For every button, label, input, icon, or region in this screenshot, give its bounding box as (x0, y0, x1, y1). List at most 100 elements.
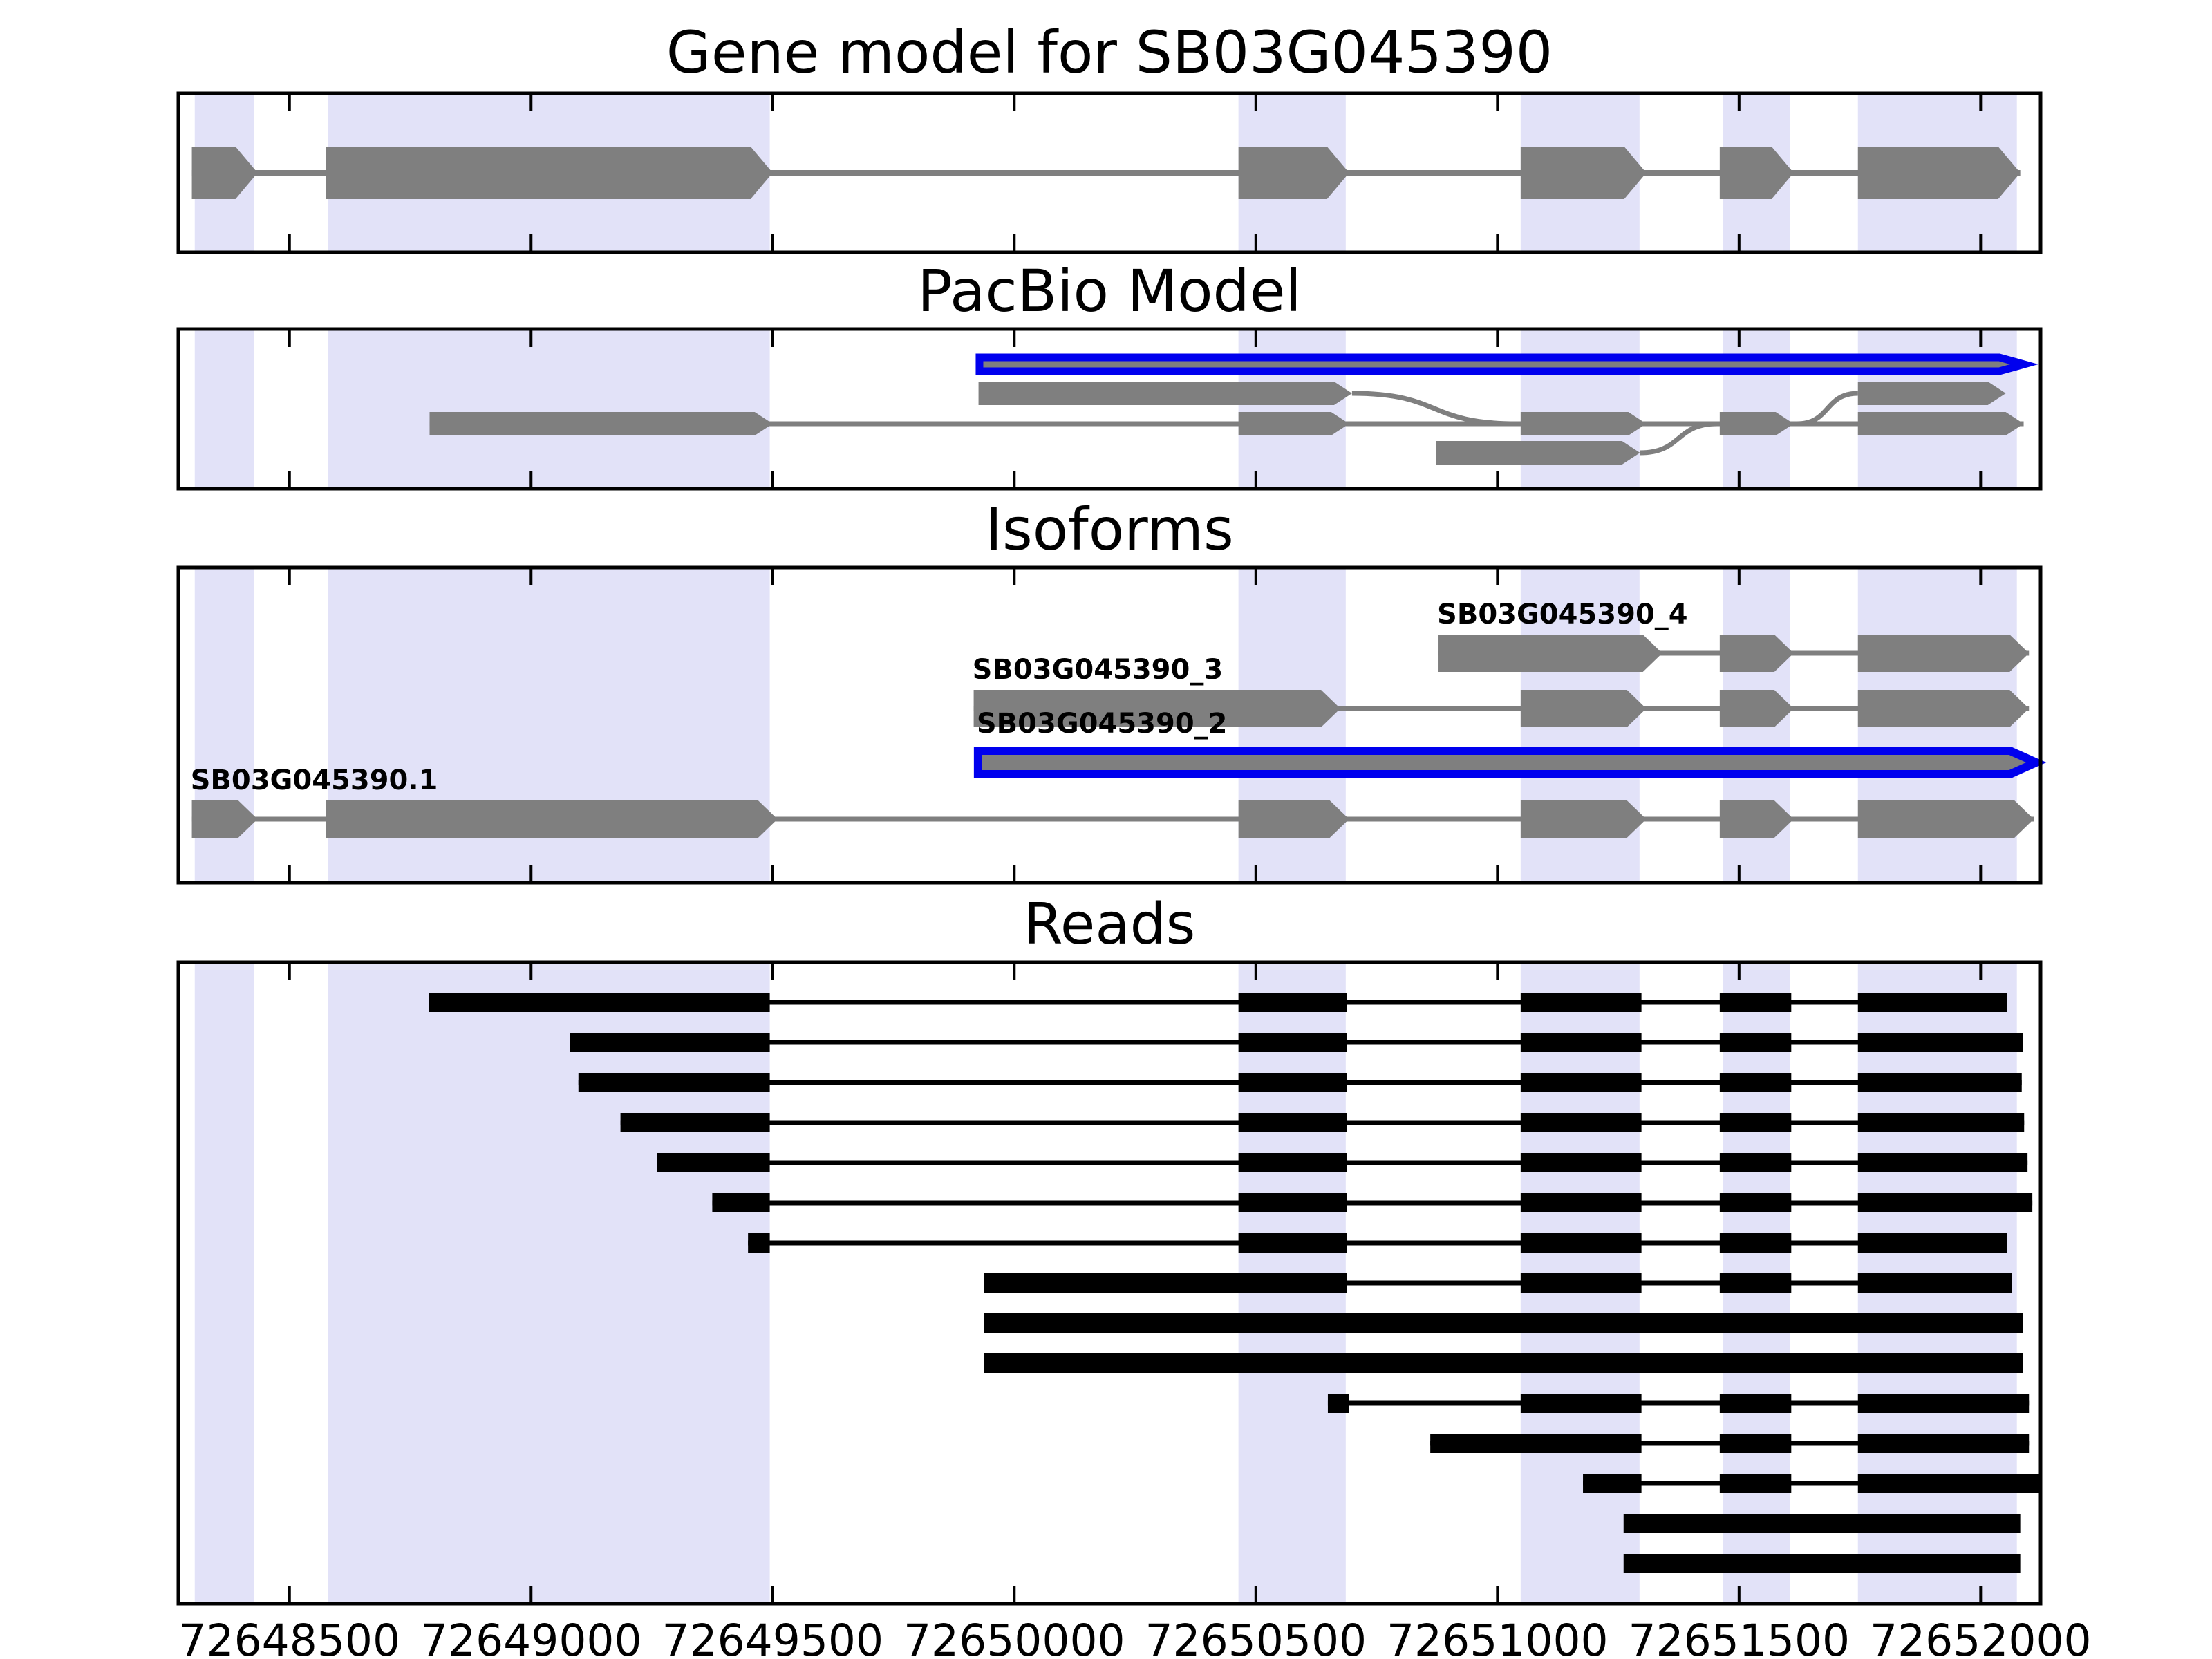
read-row (712, 1193, 2033, 1212)
gene-model-exon (1719, 147, 1794, 199)
pacbio-transcript-exon (429, 412, 773, 435)
figure-title: Gene model for SB03G045390 (666, 19, 1553, 86)
x-tick-label: 72651000 (1387, 1615, 1609, 1659)
read-block (1857, 1033, 2023, 1052)
read-block (1719, 1474, 1792, 1493)
read-row (570, 1033, 2023, 1052)
read-block (1520, 1273, 1642, 1293)
panel-isoforms (176, 565, 2047, 885)
read-block (1719, 1193, 1792, 1212)
exon-highlight-band (1238, 329, 1346, 489)
read-row (578, 1073, 2022, 1092)
x-tick-label: 72649500 (662, 1615, 883, 1659)
read-block (1719, 993, 1792, 1012)
exon-highlight-band (1520, 329, 1640, 489)
read-row (657, 1153, 2028, 1172)
isoform-label-SB03G045390_4: SB03G045390_4 (1437, 599, 1688, 630)
isoform-selected-exon (973, 747, 2047, 778)
isoform-exon (191, 800, 258, 838)
read-row (429, 993, 2007, 1012)
read-block (1238, 1153, 1347, 1172)
read-row (1623, 1554, 2021, 1573)
exon-highlight-band (1857, 329, 2017, 489)
x-tick-label: 72652000 (1870, 1615, 2092, 1659)
read-block (578, 1073, 770, 1092)
read-row (1327, 1394, 2030, 1413)
read-block (1520, 1073, 1642, 1092)
read-block (1857, 1073, 2022, 1092)
read-block (1520, 1394, 1642, 1413)
read-row (1583, 1474, 2041, 1493)
x-tick-label: 72650000 (903, 1615, 1125, 1659)
x-tick-label: 72649000 (420, 1615, 642, 1659)
isoform-exon (1719, 690, 1794, 727)
gene-model-exon (191, 147, 258, 199)
isoform-exon (1719, 800, 1794, 838)
read-block (1430, 1434, 1642, 1453)
read-block (748, 1233, 770, 1253)
read-block (1857, 1153, 2028, 1172)
read-block (1238, 1033, 1347, 1052)
read-row (984, 1313, 2023, 1333)
read-block (1583, 1474, 1642, 1493)
read-block (1719, 1073, 1792, 1092)
read-block (1327, 1394, 1349, 1413)
panel-pacbio-model (176, 327, 2043, 491)
pacbio-transcript-exon (978, 382, 1352, 405)
panel-frame (176, 327, 2043, 491)
read-row (620, 1113, 2025, 1132)
pacbio-transcript-exon (1436, 441, 1640, 465)
read-row (1430, 1434, 2030, 1453)
read-row (984, 1353, 2023, 1373)
read-block (1238, 1193, 1347, 1212)
isoform-exon (1438, 635, 1662, 672)
pacbio-transcript-exon (1857, 412, 2024, 435)
pacbio-transcript-exon (1719, 412, 1794, 435)
read-block (1719, 1273, 1792, 1293)
read-block (1719, 1434, 1792, 1453)
read-block (1520, 1233, 1642, 1253)
isoform-exon (1857, 635, 2030, 672)
read-block (429, 993, 770, 1012)
read-block (1857, 1394, 2030, 1413)
pacbio-panel-title: PacBio Model (917, 257, 1302, 325)
read-block (1520, 1193, 1642, 1212)
read-block (1238, 1073, 1347, 1092)
read-block (1857, 1113, 2025, 1132)
gene-model-exon (1520, 147, 1647, 199)
isoform-exon (326, 800, 778, 838)
read-block (570, 1033, 770, 1052)
isoform-exon (1520, 800, 1647, 838)
read-row (984, 1273, 2012, 1293)
read-block (1857, 993, 2007, 1012)
panel-gene-model (176, 91, 2043, 254)
panel-reads (176, 960, 2043, 1606)
read-block (1238, 993, 1347, 1012)
read-block (1719, 1113, 1792, 1132)
read-row (748, 1233, 2007, 1253)
isoform-exon (1238, 800, 1349, 838)
read-block (1857, 1193, 2033, 1212)
panel-frame (176, 565, 2043, 885)
read-block (1623, 1514, 2021, 1533)
read-block (1857, 1273, 2012, 1293)
exon-highlight-band (1723, 329, 1790, 489)
read-block (984, 1353, 2023, 1373)
isoform-exon (973, 690, 1341, 727)
isoform-label-SB03G045390_3: SB03G045390_3 (973, 654, 1224, 686)
isoform-label-SB03G045390.1: SB03G045390.1 (191, 765, 438, 796)
exon-highlight-band (328, 329, 770, 489)
panel-frame (176, 91, 2043, 254)
isoforms-panel-title: Isoforms (985, 496, 1234, 563)
exon-highlight-band (194, 962, 254, 1604)
reads-panel-title: Reads (1024, 892, 1196, 957)
gene-model-exon (326, 147, 773, 199)
pacbio-transcript-exon (1520, 412, 1647, 435)
isoform-exon (1857, 800, 2034, 838)
read-block (1238, 1233, 1347, 1253)
exon-highlight-band (194, 329, 254, 489)
read-block (1520, 1153, 1642, 1172)
read-block (620, 1113, 770, 1132)
read-block (657, 1153, 770, 1172)
